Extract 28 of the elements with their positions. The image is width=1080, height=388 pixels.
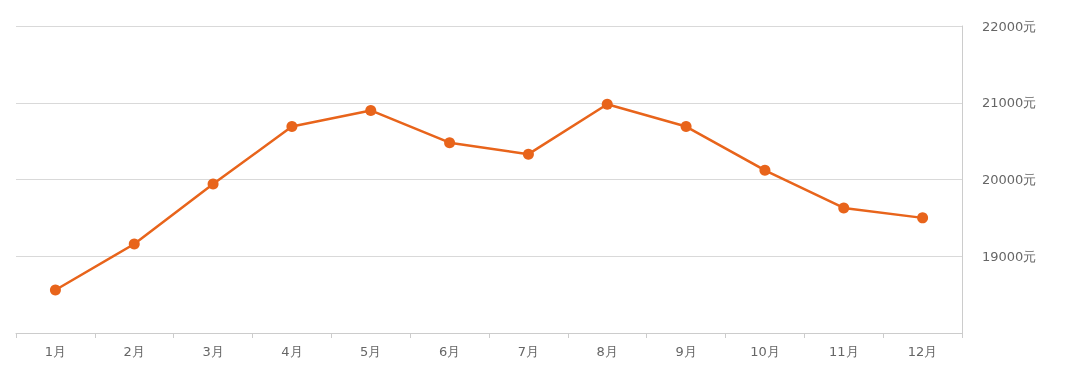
point <box>601 98 613 110</box>
x-tick-label: 2月 <box>123 344 145 359</box>
point <box>365 104 377 116</box>
x-tick-label: 4月 <box>281 344 303 359</box>
x-tick-label: 6月 <box>438 344 461 359</box>
y-tick-label: 20000元 <box>982 172 1037 187</box>
point <box>207 178 219 190</box>
x-tick-label: 8月 <box>596 344 618 359</box>
x-tick-label: 9月 <box>675 344 697 359</box>
point <box>838 202 850 214</box>
x-tick-label: 12月 <box>907 344 938 359</box>
point <box>286 121 298 133</box>
point <box>522 148 534 160</box>
y-tick-label: 22000元 <box>982 18 1037 34</box>
point <box>680 121 692 133</box>
point <box>444 137 456 149</box>
x-tick-label: 5月 <box>360 344 382 359</box>
point <box>917 212 929 224</box>
x-tick-label: 3月 <box>202 344 224 359</box>
x-tick-label: 1月 <box>44 344 67 359</box>
y-tick-label: 19000元 <box>982 248 1037 264</box>
point <box>759 164 771 176</box>
x-tick-label: 11月 <box>828 344 859 359</box>
x-tick-label: 7月 <box>517 344 540 359</box>
point <box>128 238 140 250</box>
point <box>49 284 61 296</box>
y-tick-label: 21000元 <box>982 95 1037 111</box>
x-tick-label: 10月 <box>750 344 780 359</box>
